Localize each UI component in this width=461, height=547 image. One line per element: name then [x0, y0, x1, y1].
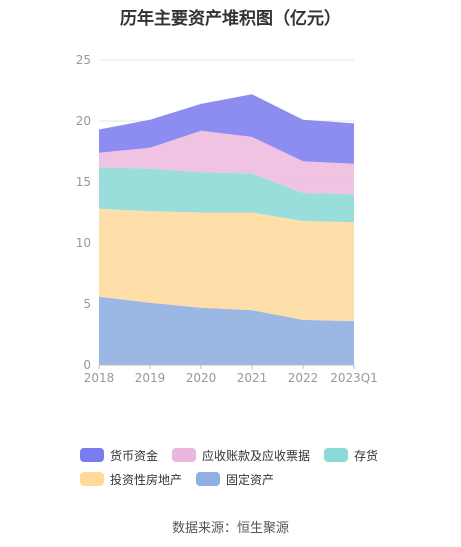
legend-swatch: [196, 472, 221, 486]
legend-row-1: 货币资金 应收账款及应收票据 存货: [80, 443, 420, 467]
y-tick-label: 0: [83, 358, 91, 372]
legend-label: 固定资产: [226, 472, 275, 487]
area-series-4: [99, 94, 354, 164]
legend-item-inventory[interactable]: 存货: [324, 447, 378, 464]
x-tick-label: 2022: [288, 371, 319, 385]
legend-swatch: [172, 448, 197, 462]
data-source: 数据来源：恒生聚源: [171, 521, 289, 536]
area-series-2: [99, 167, 354, 223]
y-tick-label: 25: [76, 53, 91, 67]
legend-item-fixed-assets[interactable]: 固定资产: [196, 471, 274, 488]
legend-swatch: [80, 472, 104, 486]
chart-title: 历年主要资产堆积图（亿元）: [120, 9, 341, 29]
y-tick-label: 15: [76, 175, 91, 189]
x-tick-label: 2023Q1: [330, 371, 378, 385]
x-tick-label: 2018: [84, 371, 115, 385]
legend-row-2: 投资性房地产 固定资产: [80, 467, 420, 491]
legend-item-receivables[interactable]: 应收账款及应收票据: [172, 447, 310, 464]
legend-label: 货币资金: [110, 448, 159, 463]
legend-swatch: [324, 448, 349, 462]
chart-legend: 货币资金 应收账款及应收票据 存货 投资性房地产 固定资产: [80, 443, 420, 491]
legend-label: 应收账款及应收票据: [202, 448, 311, 463]
legend-label: 存货: [354, 448, 379, 463]
y-tick-label: 20: [76, 114, 91, 128]
x-tick-label: 2021: [237, 371, 268, 385]
area-series-3: [99, 130, 354, 195]
area-series-0: [99, 296, 354, 365]
y-tick-label: 5: [83, 297, 91, 311]
x-tick-label: 2020: [186, 371, 217, 385]
legend-swatch: [80, 448, 104, 462]
stacked-area-chart: 0 5 10 15 20 25 2018 2019 2020 2021 2022 2023Q1: [76, 53, 378, 385]
area-series-1: [99, 208, 354, 322]
legend-item-investment-property[interactable]: 投资性房地产: [80, 471, 182, 488]
legend-item-monetary-funds[interactable]: 货币资金: [80, 447, 158, 464]
x-tick-label: 2019: [135, 371, 166, 385]
legend-label: 投资性房地产: [110, 472, 183, 487]
y-tick-label: 10: [76, 236, 91, 250]
